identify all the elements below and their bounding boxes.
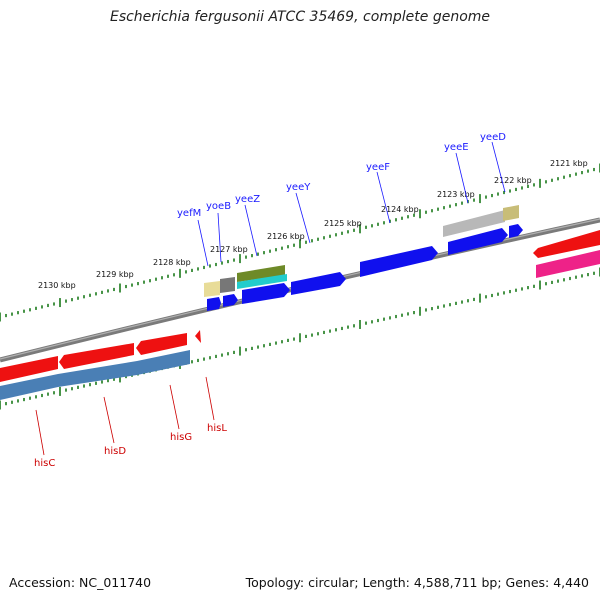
leader-line <box>205 376 215 421</box>
gene-label-yeeF: yeeF <box>366 162 390 173</box>
leader-line <box>295 192 311 244</box>
ruler-labels: 2130 kbp 2129 kbp 2128 kbp 2127 kbp 2126… <box>38 159 588 290</box>
cds-hisL <box>195 330 201 343</box>
ruler-label: 2127 kbp <box>210 245 248 254</box>
gene-label-hisC: hisC <box>34 458 55 469</box>
gene-label-yeeY: yeeY <box>286 182 311 193</box>
leader-line <box>244 204 258 257</box>
ruler-label: 2123 kbp <box>437 190 475 199</box>
reverse-cds-track <box>0 330 201 382</box>
gene-hisD <box>58 361 137 387</box>
ruler-label: 2126 kbp <box>267 232 305 241</box>
leader-line <box>455 152 469 204</box>
gene-hisC <box>0 374 58 400</box>
gene-label-hisL: hisL <box>207 423 227 434</box>
gene-yeeD <box>503 205 519 221</box>
cds-yeeD <box>509 224 523 238</box>
gene-label-hisG: hisG <box>170 432 192 443</box>
gene-label-yeeE: yeeE <box>444 142 469 153</box>
map-title: Escherichia fergusonii ATCC 35469, compl… <box>109 9 491 25</box>
ruler-label: 2122 kbp <box>494 176 532 185</box>
gene-label-hisD: hisD <box>104 446 126 457</box>
ruler-label: 2125 kbp <box>324 219 362 228</box>
reverse-gene-labels: hisC hisD hisG hisL <box>34 376 227 469</box>
forward-cds-track <box>207 224 523 311</box>
ruler-label: 2129 kbp <box>96 270 134 279</box>
gene-label-yeeZ: yeeZ <box>235 194 260 205</box>
forward-gene-track <box>204 205 519 297</box>
ruler-label: 2121 kbp <box>550 159 588 168</box>
cds-yeeF <box>360 246 438 277</box>
topology-text: Topology: circular; Length: 4,588,711 bp… <box>245 575 589 590</box>
gene-hisG <box>137 350 190 375</box>
leader-line <box>169 384 180 430</box>
leader-line <box>376 171 391 224</box>
ruler-label: 2124 kbp <box>381 205 419 214</box>
gene-label-yefM: yefM <box>177 208 201 219</box>
cds-yefM <box>207 297 221 311</box>
gene-label-yeeD: yeeD <box>480 132 506 143</box>
gene-right-pink <box>536 250 600 278</box>
leader-line <box>35 409 45 456</box>
gene-yeeZ-rna <box>237 274 287 289</box>
leader-line <box>197 219 209 267</box>
cds-hisG <box>136 333 187 355</box>
cds-right-red <box>533 230 600 258</box>
leader-line <box>103 396 115 444</box>
ruler-label: 2128 kbp <box>153 258 191 267</box>
gene-yefM <box>204 281 220 297</box>
accession-text: Accession: NC_011740 <box>9 575 152 590</box>
leader-line <box>217 212 222 263</box>
gene-yeeE <box>443 210 505 237</box>
gene-label-yoeB: yoeB <box>206 201 231 212</box>
cds-yoeB <box>223 294 238 307</box>
leader-line <box>491 141 506 193</box>
cds-yeeE <box>448 228 508 255</box>
reverse-gene-track <box>0 350 190 400</box>
cds-hisD <box>59 343 134 369</box>
gene-yoeB <box>220 277 235 293</box>
ruler-label: 2130 kbp <box>38 281 76 290</box>
gene-yeeZ <box>237 265 285 282</box>
outer-ruler-track <box>0 163 600 322</box>
cds-yeeZ <box>242 283 290 304</box>
forward-gene-labels: yefM yoeB yeeZ yeeY yeeF yeeE yeeD <box>177 132 506 267</box>
cds-hisC <box>0 356 58 382</box>
cds-yeeY <box>291 272 346 295</box>
